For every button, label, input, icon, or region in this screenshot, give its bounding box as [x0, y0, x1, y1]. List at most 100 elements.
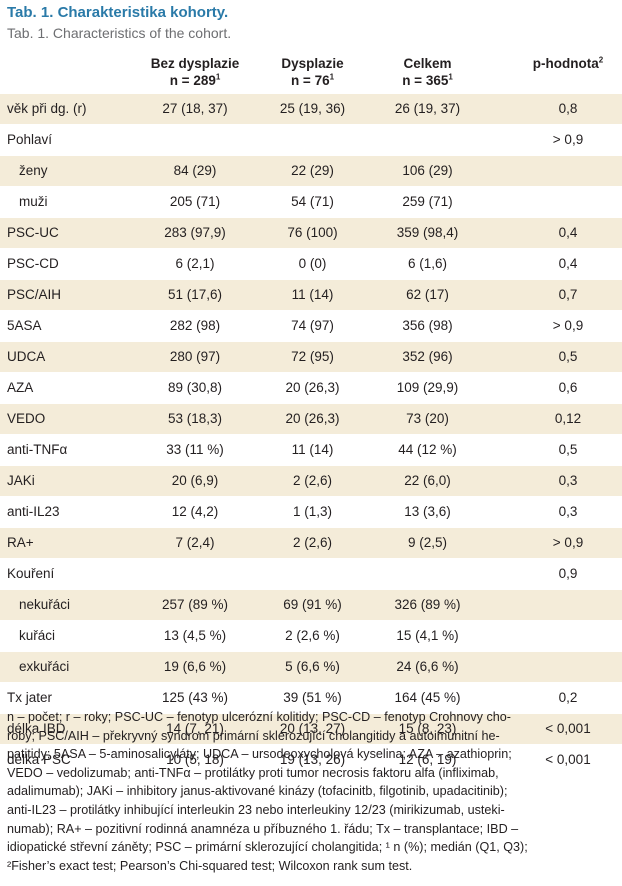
- table-row: Pohlaví > 0,9: [0, 125, 622, 156]
- row-label: PSC-UC: [7, 225, 59, 240]
- table-body: věk při dg. (r) 27 (18, 37) 25 (19, 36) 26 …: [0, 94, 622, 776]
- row-label: PSC-CD: [7, 256, 59, 271]
- cell-total: 164 (45 %): [394, 690, 461, 705]
- cell-dysplasia: 69 (91 %): [283, 597, 342, 612]
- cell-total: 62 (17): [406, 287, 449, 302]
- table-row: Kouření 0,9: [0, 559, 622, 590]
- cell-dysplasia: 22 (29): [291, 163, 334, 178]
- cell-total: 15 (8, 23): [398, 721, 457, 736]
- cell-no-dysplasia: 257 (89 %): [161, 597, 229, 612]
- table-row: PSC/AIH 51 (17,6) 11 (14) 62 (17) 0,7: [0, 280, 622, 311]
- cell-p-value: 0,4: [558, 256, 578, 271]
- table-row: anti-IL23 12 (4,2) 1 (1,3) 13 (3,6) 0,3: [0, 497, 622, 528]
- cell-total: 12 (6, 19): [398, 752, 457, 767]
- cell-dysplasia: 20 (13, 27): [279, 721, 346, 736]
- cell-total: 109 (29,9): [396, 380, 459, 395]
- cell-dysplasia: 1 (1,3): [292, 504, 333, 519]
- cell-p-value: 0,7: [558, 287, 578, 302]
- cell-p-value: 0,5: [558, 442, 578, 457]
- cell-dysplasia: 72 (95): [291, 349, 334, 364]
- row-label: RA+: [7, 535, 34, 550]
- table-row: délka IBD 14 (7, 21) 20 (13, 27) 15 (8, 23)…: [0, 714, 622, 745]
- cell-no-dysplasia: 283 (97,9): [164, 225, 226, 240]
- table-row: muži 205 (71) 54 (71) 259 (71): [0, 187, 622, 218]
- cell-dysplasia: 19 (13, 26): [279, 752, 346, 767]
- cell-dysplasia: 54 (71): [291, 194, 334, 209]
- cell-p-value: 0,3: [558, 504, 578, 519]
- cell-dysplasia: 20 (26,3): [285, 411, 340, 426]
- table-row: anti-TNFα 33 (11 %) 11 (14) 44 (12 %) 0,5: [0, 435, 622, 466]
- row-label: kuřáci: [19, 628, 56, 643]
- row-label: Tx jater: [7, 690, 53, 705]
- cell-dysplasia: 2 (2,6): [292, 535, 333, 550]
- cell-p-value: 0,8: [558, 101, 578, 116]
- cell-dysplasia: 11 (14): [291, 287, 334, 302]
- cell-no-dysplasia: 12 (4,2): [171, 504, 219, 519]
- table-row: AZA 89 (30,8) 20 (26,3) 109 (29,9) 0,6: [0, 373, 622, 404]
- cell-total: 259 (71): [402, 194, 453, 209]
- cell-total: 356 (98): [402, 318, 453, 333]
- cell-p-value: 0,2: [558, 690, 578, 705]
- cell-p-value: 0,12: [554, 411, 582, 426]
- cell-no-dysplasia: 33 (11 %): [166, 442, 224, 457]
- cell-no-dysplasia: 205 (71): [169, 194, 221, 209]
- cell-total: 44 (12 %): [398, 442, 457, 457]
- row-label: délka PSC: [7, 752, 71, 767]
- cell-p-value: > 0,9: [552, 535, 584, 550]
- footnote-line: ²Fisher’s exact test; Pearson’s Chi-squa…: [7, 858, 413, 873]
- cell-total: 15 (4,1 %): [396, 628, 459, 643]
- table-row: Tx jater 125 (43 %) 39 (51 %) 164 (45 %) 0,2: [0, 683, 622, 714]
- footnote-line: patitidy; 5ASA – 5-aminosalicyláty; UDCA…: [7, 747, 512, 762]
- cell-p-value: < 0,001: [545, 721, 591, 736]
- cell-dysplasia: 25 (19, 36): [279, 101, 346, 116]
- cell-total: 106 (29): [402, 163, 453, 178]
- row-label: JAKi: [7, 473, 35, 488]
- header-col-no-dysplasia: Bez dysplazie n = 2891: [150, 56, 240, 88]
- row-label: délka IBD: [7, 721, 66, 736]
- table-row: RA+ 7 (2,4) 2 (2,6) 9 (2,5) > 0,9: [0, 528, 622, 559]
- cell-p-value: 0,6: [558, 380, 578, 395]
- cell-total: 359 (98,4): [396, 225, 459, 240]
- row-label: věk při dg. (r): [7, 101, 87, 116]
- row-label: Kouření: [7, 566, 55, 581]
- cell-total: 326 (89 %): [394, 597, 461, 612]
- row-label: anti-TNFα: [7, 442, 68, 457]
- cell-total: 6 (1,6): [407, 256, 448, 271]
- cell-total: 22 (6,0): [404, 473, 451, 488]
- cell-p-value: > 0,9: [552, 318, 584, 333]
- cell-p-value: 0,5: [558, 349, 578, 364]
- row-label: anti-IL23: [7, 504, 60, 519]
- cell-dysplasia: 74 (97): [291, 318, 334, 333]
- cell-no-dysplasia: 6 (2,1): [175, 256, 215, 271]
- cell-dysplasia: 11 (14): [291, 442, 334, 457]
- table-row: exkuřáci 19 (6,6 %) 5 (6,6 %) 24 (6,6 %): [0, 652, 622, 683]
- cell-no-dysplasia: 19 (6,6 %): [163, 659, 227, 674]
- cell-dysplasia: 5 (6,6 %): [285, 659, 340, 674]
- header-col-dysplasia: Dysplazie n = 761: [281, 56, 344, 88]
- cell-no-dysplasia: 89 (30,8): [167, 380, 223, 395]
- footnote-line: adalimumab); JAKi – inhibitory janus-akt…: [7, 784, 508, 799]
- cell-dysplasia: 76 (100): [287, 225, 338, 240]
- row-label: AZA: [7, 380, 34, 395]
- cell-dysplasia: 20 (26,3): [285, 380, 340, 395]
- table-row: PSC-UC 283 (97,9) 76 (100) 359 (98,4) 0,4: [0, 218, 622, 249]
- cell-p-value: 0,9: [558, 566, 578, 581]
- table-row: UDCA 280 (97) 72 (95) 352 (96) 0,5: [0, 342, 622, 373]
- cell-dysplasia: 2 (2,6 %): [285, 628, 340, 643]
- table-row: VEDO 53 (18,3) 20 (26,3) 73 (20) 0,12: [0, 404, 622, 435]
- table-row: nekuřáci 257 (89 %) 69 (91 %) 326 (89 %): [0, 590, 622, 621]
- cell-dysplasia: 2 (2,6): [292, 473, 333, 488]
- table-footnote: n – počet; r – roky; PSC-UC – fenotyp ul…: [7, 708, 617, 875]
- row-label: UDCA: [7, 349, 46, 364]
- row-label: VEDO: [7, 411, 46, 426]
- cell-no-dysplasia: 53 (18,3): [167, 411, 223, 426]
- table-row: 5ASA 282 (98) 74 (97) 356 (98) > 0,9: [0, 311, 622, 342]
- table-header: Bez dysplazie n = 2891 Dysplazie n = 761…: [0, 52, 622, 92]
- table-row: délka PSC 10 (5, 18) 19 (13, 26) 12 (6, 19)…: [0, 745, 622, 776]
- table-row: věk při dg. (r) 27 (18, 37) 25 (19, 36) 26 …: [0, 94, 622, 125]
- cell-p-value: > 0,9: [552, 132, 584, 147]
- cell-no-dysplasia: 27 (18, 37): [162, 101, 228, 116]
- footnote-line: idiopatické střevní záněty; PSC – primár…: [7, 840, 528, 855]
- cell-total: 13 (3,6): [404, 504, 451, 519]
